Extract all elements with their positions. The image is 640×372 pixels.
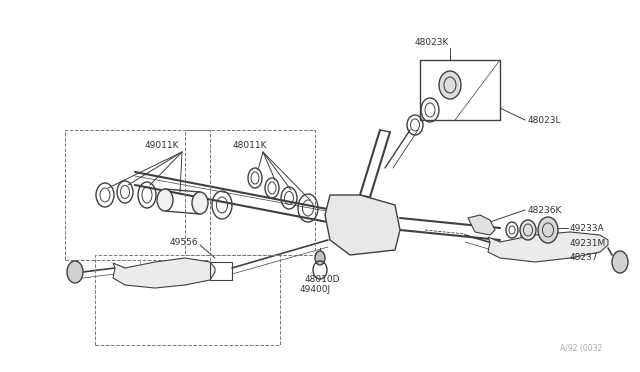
Text: 49400J: 49400J	[300, 285, 331, 295]
Ellipse shape	[192, 192, 208, 214]
Polygon shape	[325, 195, 400, 255]
Ellipse shape	[157, 189, 173, 211]
Text: 48023L: 48023L	[528, 115, 561, 125]
Text: 49231M: 49231M	[570, 238, 606, 247]
Ellipse shape	[67, 261, 83, 283]
Text: 48011K: 48011K	[233, 141, 268, 150]
Ellipse shape	[439, 71, 461, 99]
Text: 48023K: 48023K	[415, 38, 449, 46]
Text: 49556: 49556	[170, 237, 198, 247]
Text: 48010D: 48010D	[305, 276, 340, 285]
Text: A/92 (0032: A/92 (0032	[560, 343, 602, 353]
Bar	[210, 262, 232, 280]
Polygon shape	[468, 215, 495, 235]
Text: 48237: 48237	[570, 253, 598, 263]
Bar	[65, 130, 210, 260]
Text: 49011K: 49011K	[145, 141, 179, 150]
Ellipse shape	[520, 220, 536, 240]
Text: 49233A: 49233A	[570, 224, 605, 232]
Bar	[95, 255, 280, 345]
Ellipse shape	[315, 251, 325, 265]
Bar	[185, 130, 315, 255]
Ellipse shape	[612, 251, 628, 273]
Polygon shape	[113, 258, 215, 288]
Ellipse shape	[538, 217, 558, 243]
Polygon shape	[488, 232, 608, 262]
Text: 48236K: 48236K	[528, 205, 563, 215]
